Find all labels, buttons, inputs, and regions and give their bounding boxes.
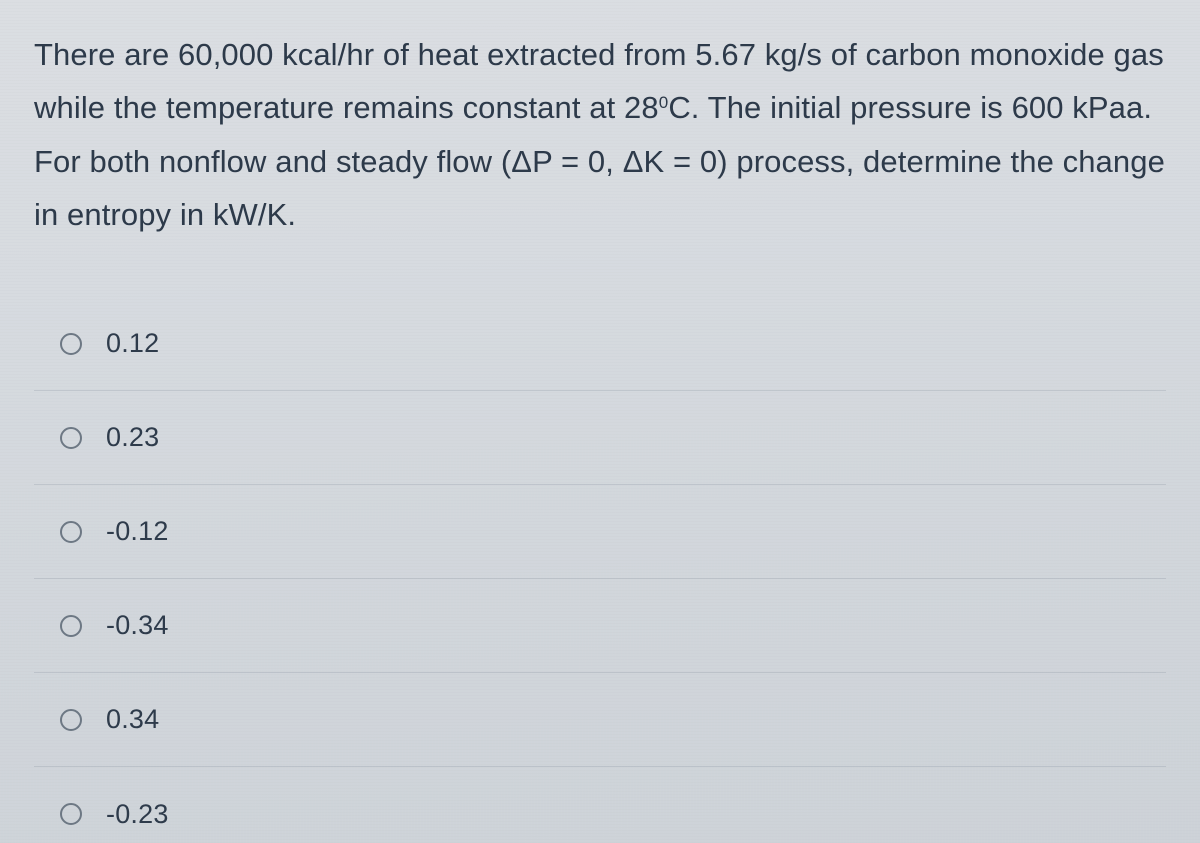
radio-icon[interactable] xyxy=(60,521,82,543)
option-row[interactable]: -0.34 xyxy=(34,579,1166,673)
quiz-container: There are 60,000 kcal/hr of heat extract… xyxy=(0,0,1200,843)
option-row[interactable]: 0.23 xyxy=(34,391,1166,485)
option-label: 0.23 xyxy=(106,422,159,453)
option-label: -0.12 xyxy=(106,516,169,547)
options-list: 0.12 0.23 -0.12 -0.34 0.34 -0.23 xyxy=(34,297,1166,843)
radio-icon[interactable] xyxy=(60,709,82,731)
option-label: 0.12 xyxy=(106,328,159,359)
radio-icon[interactable] xyxy=(60,803,82,825)
radio-icon[interactable] xyxy=(60,615,82,637)
option-label: -0.23 xyxy=(106,799,169,830)
radio-icon[interactable] xyxy=(60,333,82,355)
question-text: There are 60,000 kcal/hr of heat extract… xyxy=(34,28,1166,241)
option-row[interactable]: -0.12 xyxy=(34,485,1166,579)
radio-icon[interactable] xyxy=(60,427,82,449)
option-label: 0.34 xyxy=(106,704,159,735)
option-row[interactable]: 0.34 xyxy=(34,673,1166,767)
option-row[interactable]: 0.12 xyxy=(34,297,1166,391)
option-label: -0.34 xyxy=(106,610,169,641)
option-row[interactable]: -0.23 xyxy=(34,767,1166,843)
